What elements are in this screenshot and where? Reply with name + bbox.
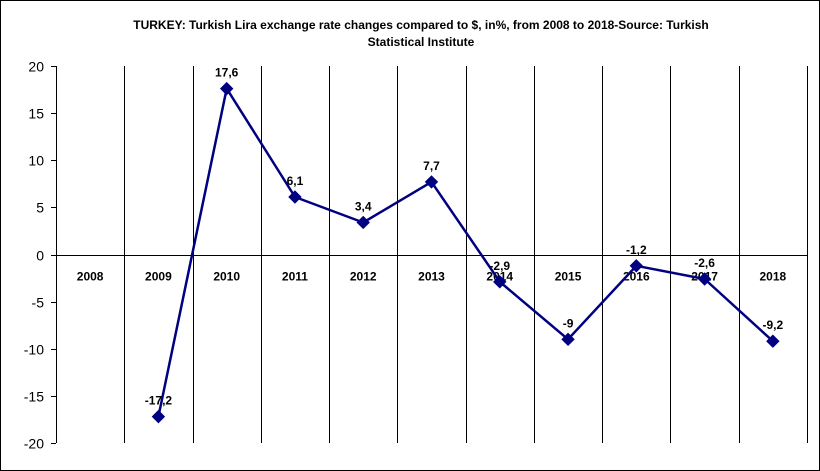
data-point-marker xyxy=(356,215,370,230)
y-tick-label: 10 xyxy=(28,153,44,169)
data-label: 7,7 xyxy=(423,159,440,173)
y-tick-label: 0 xyxy=(36,248,44,264)
chart-title-line-1: TURKEY: Turkish Lira exchange rate chang… xyxy=(133,18,709,32)
data-label: -9 xyxy=(563,316,574,330)
data-point-marker xyxy=(493,275,507,289)
data-label: -1,2 xyxy=(626,243,647,257)
x-category-label: 2008 xyxy=(77,270,104,284)
data-point-marker xyxy=(288,190,302,204)
x-category-label: 2012 xyxy=(350,270,377,284)
data-point-marker xyxy=(629,259,644,273)
y-tick-label: -20 xyxy=(24,436,44,452)
x-category-label: 2009 xyxy=(145,270,172,284)
x-category-label: 2011 xyxy=(282,270,308,284)
data-point-marker xyxy=(697,272,712,286)
x-category-label: 2010 xyxy=(213,270,240,284)
data-label: 3,4 xyxy=(355,199,372,213)
y-tick-label: -5 xyxy=(32,295,45,311)
data-label: 6,1 xyxy=(287,174,304,188)
data-label: -17,2 xyxy=(145,394,173,408)
data-label: -9,2 xyxy=(763,318,784,332)
x-category-label: 2013 xyxy=(418,270,445,284)
data-point-marker xyxy=(151,409,166,424)
data-label: -2,9 xyxy=(489,259,510,273)
series-line xyxy=(157,87,774,417)
y-tick-label: 15 xyxy=(28,106,44,122)
data-label: -2,6 xyxy=(694,256,715,270)
y-tick-label: -15 xyxy=(24,389,44,405)
x-category-label: 2015 xyxy=(555,270,582,284)
x-category-label: 2018 xyxy=(760,270,787,284)
y-tick-label: 5 xyxy=(36,200,44,216)
y-tick-label: -10 xyxy=(24,342,44,358)
data-label: 17,6 xyxy=(215,66,239,80)
data-point-marker xyxy=(766,334,780,348)
data-point-marker xyxy=(219,81,234,96)
data-point-marker xyxy=(561,332,575,347)
y-tick-label: 20 xyxy=(28,59,44,75)
chart-title-line-2: Statistical Institute xyxy=(367,35,475,49)
data-point-marker xyxy=(424,175,439,189)
